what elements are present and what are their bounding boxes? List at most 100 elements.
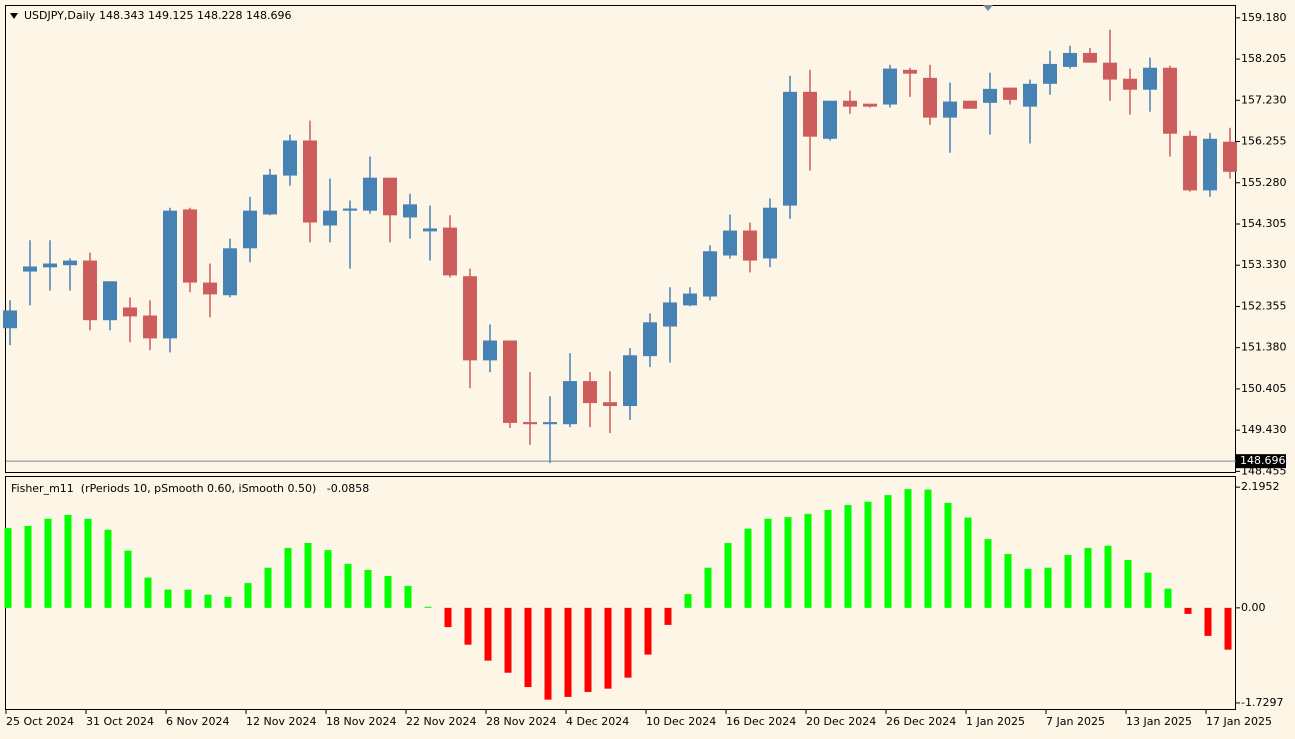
y-tick-label: 0.00 — [1241, 601, 1266, 614]
candle-body — [823, 100, 837, 139]
candle-body — [663, 302, 677, 327]
histogram-bar — [584, 607, 592, 692]
x-tick-label: 10 Dec 2024 — [646, 715, 716, 728]
x-tick-label: 4 Dec 2024 — [566, 715, 629, 728]
y-tick-label: 150.405 — [1241, 382, 1287, 395]
histogram-bar — [364, 569, 372, 608]
menu-triangle — [10, 13, 18, 19]
candle-body — [923, 77, 937, 118]
candle-body — [1023, 83, 1037, 107]
x-tick-label: 26 Dec 2024 — [886, 715, 956, 728]
candle-body — [63, 260, 77, 266]
candle-body — [523, 422, 537, 425]
candle-body — [383, 177, 397, 216]
histogram-bar — [424, 606, 432, 608]
y-tick-label: 159.180 — [1241, 11, 1287, 24]
histogram-bar — [1104, 545, 1112, 608]
histogram-bar — [204, 594, 212, 608]
symbol-title: USDJPY,Daily — [24, 9, 96, 22]
x-tick-label: 7 Jan 2025 — [1046, 715, 1105, 728]
last-price-box — [1236, 454, 1286, 469]
x-tick-label: 25 Oct 2024 — [6, 715, 74, 728]
histogram-bar — [524, 607, 532, 688]
histogram-bar — [1184, 607, 1192, 614]
histogram-bar — [344, 563, 352, 608]
x-tick-label: 6 Nov 2024 — [166, 715, 229, 728]
candle-body — [243, 210, 257, 249]
candle-body — [1163, 67, 1177, 134]
candle-body — [103, 281, 117, 321]
candle-body — [183, 209, 197, 283]
candle-body — [263, 174, 277, 215]
candle-body — [503, 340, 517, 423]
histogram-bar — [904, 489, 912, 608]
x-tick-label: 31 Oct 2024 — [86, 715, 154, 728]
histogram-bar — [884, 495, 892, 608]
y-tick-label: 156.255 — [1241, 135, 1287, 148]
candle-body — [1183, 135, 1197, 191]
histogram-bar — [444, 607, 452, 628]
y-tick-label: 151.380 — [1241, 341, 1287, 354]
y-tick-label: 2.1952 — [1241, 480, 1280, 493]
y-tick-label: 157.230 — [1241, 93, 1287, 106]
candle-body — [423, 228, 437, 232]
histogram-bar — [144, 577, 152, 608]
candle-body — [643, 322, 657, 357]
candle-body — [3, 310, 17, 329]
candle-body — [343, 208, 357, 211]
histogram-bar — [844, 505, 852, 608]
histogram-bar — [1124, 560, 1132, 608]
candle-body — [483, 340, 497, 361]
histogram-bar — [604, 607, 612, 689]
x-tick-label: 18 Nov 2024 — [326, 715, 396, 728]
histogram-bar — [264, 567, 272, 608]
candle-body — [1223, 141, 1237, 172]
candle-body — [623, 355, 637, 407]
histogram-bar — [184, 589, 192, 608]
candle-body — [303, 140, 317, 223]
candle-body — [463, 276, 477, 361]
candle-body — [983, 88, 997, 103]
histogram-bar — [224, 596, 232, 608]
histogram-bar — [1064, 555, 1072, 608]
histogram-bar — [984, 539, 992, 608]
candle-body — [1043, 63, 1057, 84]
histogram-bar — [504, 607, 512, 673]
y-tick-label: 153.330 — [1241, 258, 1287, 271]
histogram-bar — [304, 542, 312, 608]
histogram-bar — [1224, 607, 1232, 650]
candle-body — [443, 227, 457, 276]
histogram-bar — [1044, 567, 1052, 608]
candle-body — [543, 422, 557, 425]
histogram-bar — [1004, 553, 1012, 608]
last-price-label: 148.696 — [1240, 454, 1286, 467]
candle-body — [223, 248, 237, 296]
x-tick-label: 13 Jan 2025 — [1126, 715, 1192, 728]
histogram-bar — [824, 509, 832, 608]
candle-body — [23, 266, 37, 272]
histogram-bar — [164, 589, 172, 608]
candle-body — [723, 230, 737, 256]
candle-body — [803, 91, 817, 137]
candle-body — [363, 177, 377, 211]
candle-body — [1143, 67, 1157, 90]
histogram-bar — [724, 542, 732, 608]
histogram-bar — [324, 550, 332, 608]
candle-body — [563, 381, 577, 425]
histogram-bar — [244, 583, 252, 608]
candle-body — [1203, 138, 1217, 191]
candle-body — [903, 69, 917, 74]
histogram-bar — [964, 517, 972, 608]
ohlc-header: 148.343 149.125 148.228 148.696 — [99, 9, 291, 22]
candle-body — [1123, 78, 1137, 90]
histogram-bar — [944, 502, 952, 608]
histogram-bar — [1204, 607, 1212, 636]
histogram-bar — [644, 607, 652, 655]
candle-body — [743, 230, 757, 261]
histogram-bar — [24, 525, 32, 608]
x-tick-label: 28 Nov 2024 — [486, 715, 556, 728]
histogram-bar — [384, 575, 392, 608]
histogram-bar — [564, 607, 572, 697]
histogram-bar — [404, 585, 412, 608]
